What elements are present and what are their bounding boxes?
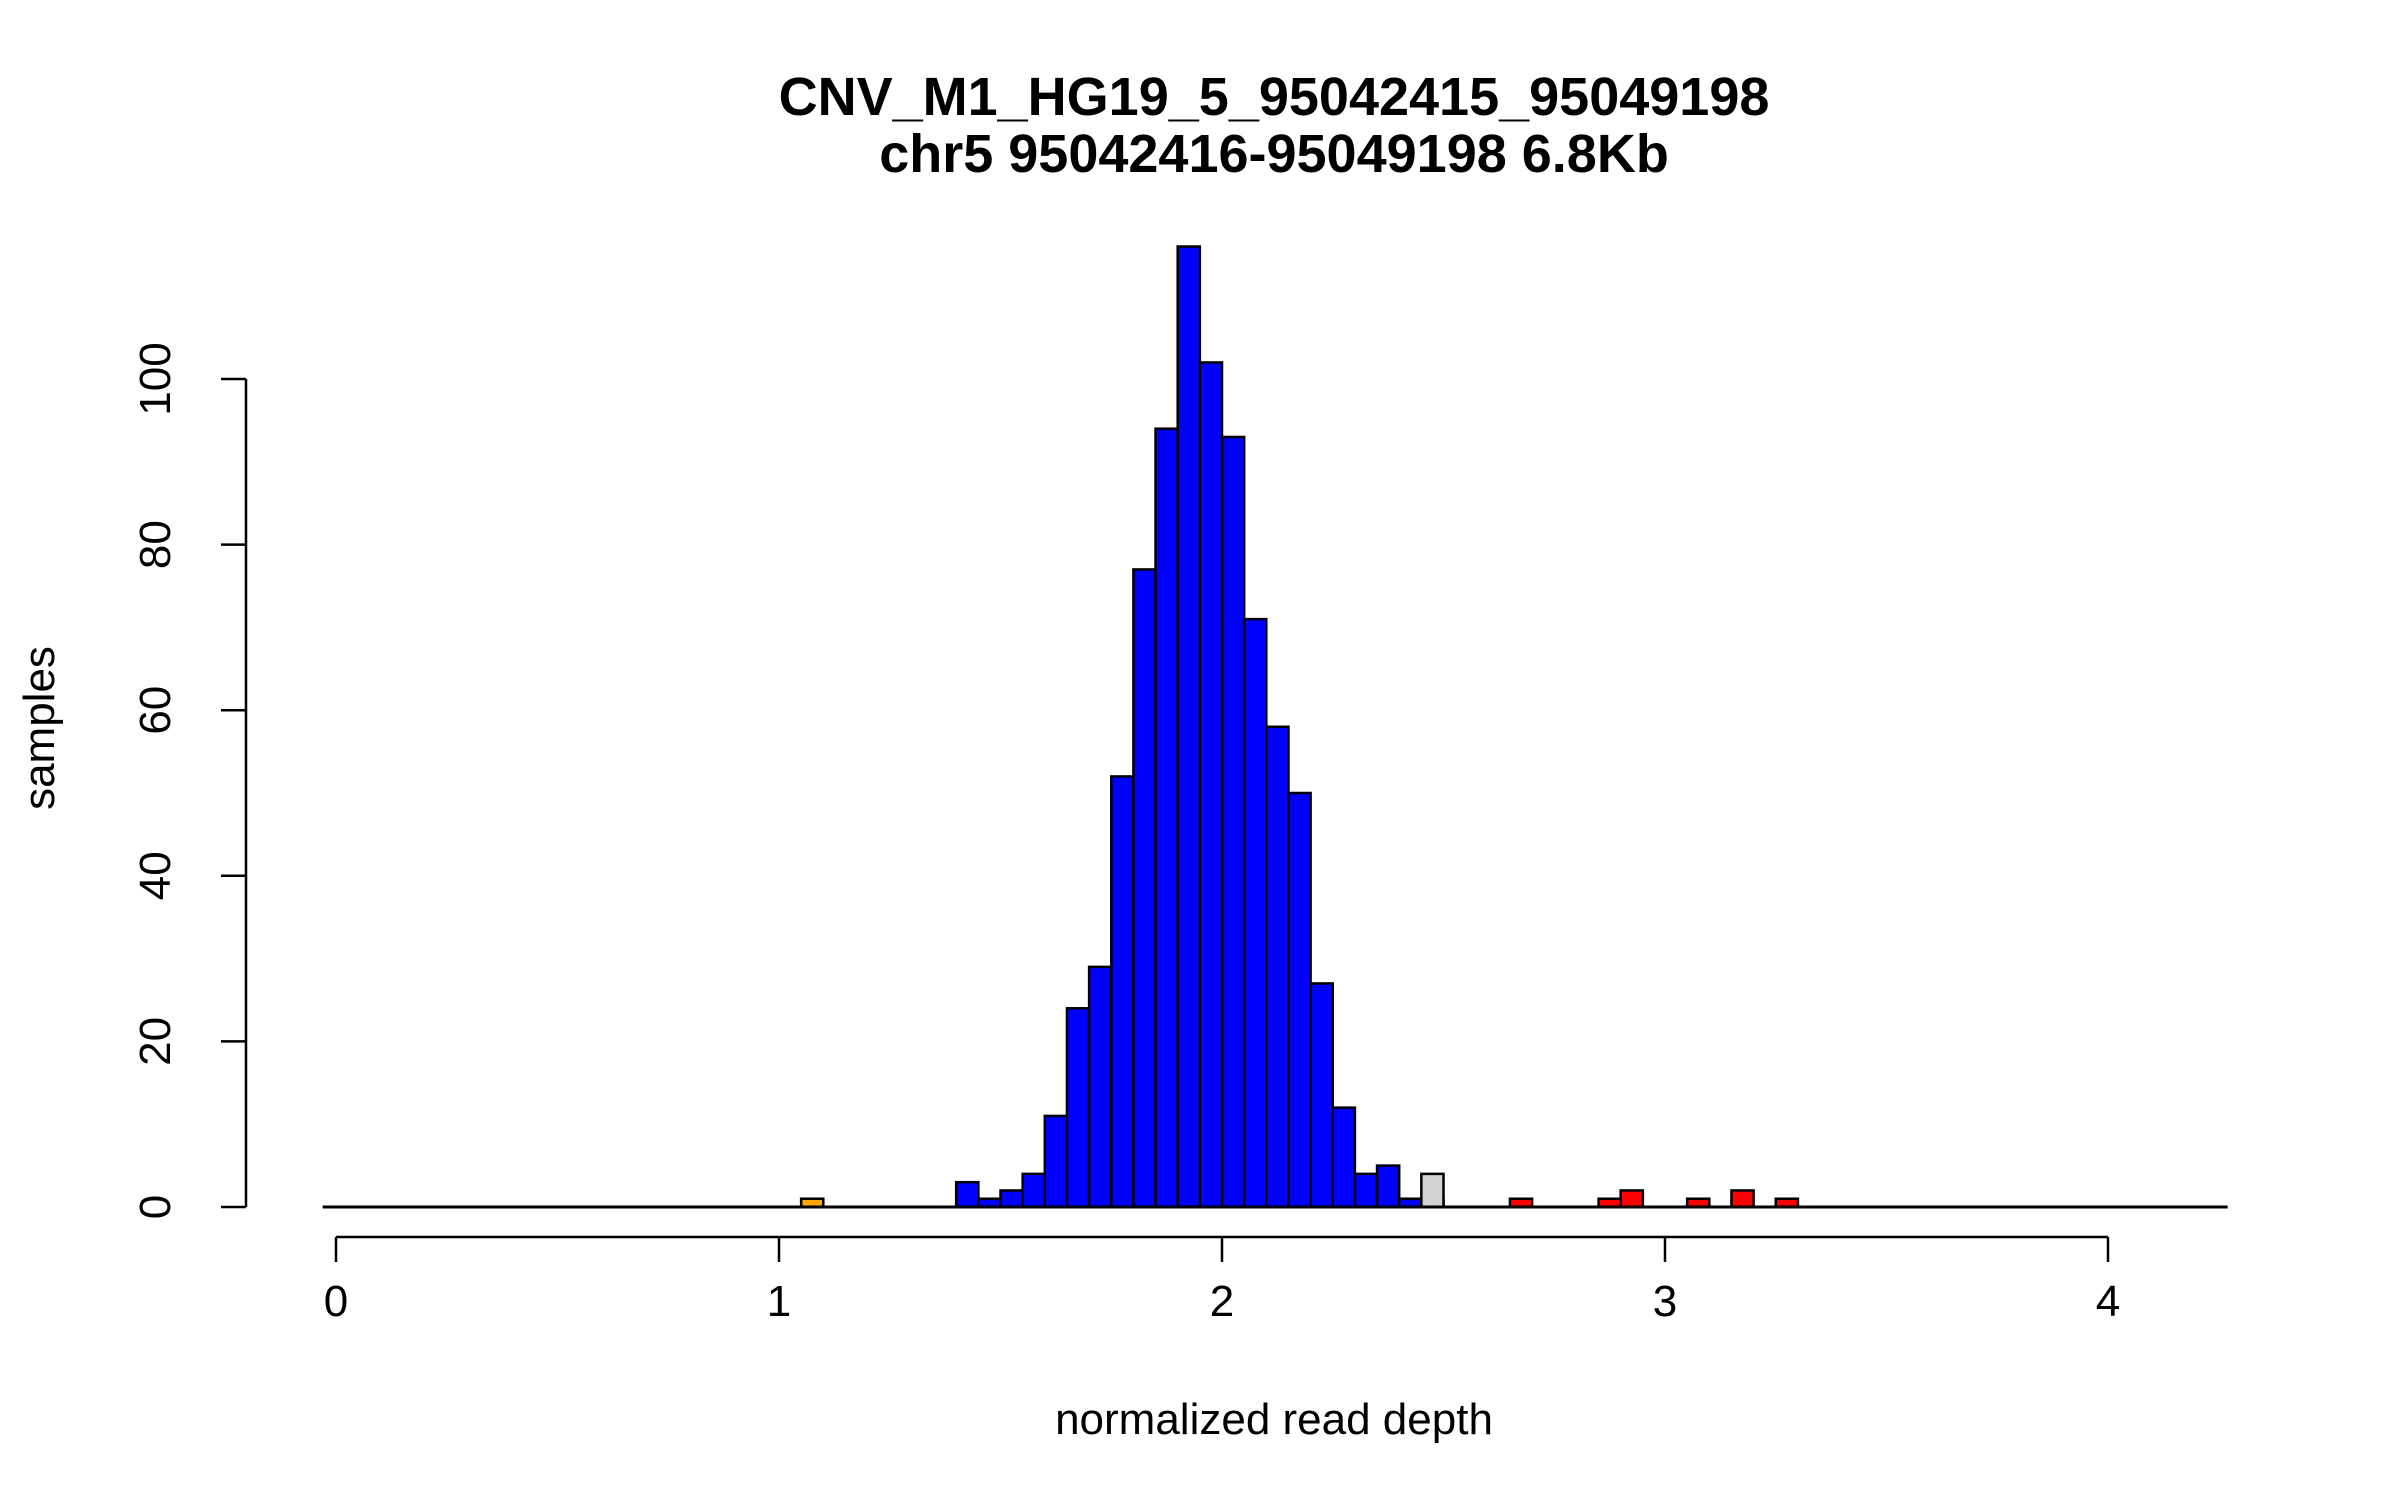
histogram-bar <box>1309 982 1334 1209</box>
y-axis: 0 20 40 60 80 100 <box>131 342 248 1219</box>
histogram-bar <box>1242 617 1268 1209</box>
y-tick-label: 20 <box>131 1017 180 1066</box>
histogram-bar <box>1065 1007 1091 1209</box>
histogram-bar <box>1021 1172 1047 1209</box>
histogram-bar <box>999 1189 1024 1209</box>
x-axis: 0 1 2 3 4 <box>324 1235 2120 1326</box>
y-tick-label: 40 <box>131 851 180 900</box>
chart-title: CNV_M1_HG19_5_95042415_95049198 <box>779 67 1770 127</box>
histogram-bar <box>1420 1172 1445 1209</box>
histogram-bar <box>1730 1189 1755 1209</box>
x-tick-label: 2 <box>1210 1277 1234 1326</box>
histogram-bar <box>1176 245 1202 1209</box>
histogram-bar <box>1132 568 1157 1209</box>
histogram-bar <box>1198 361 1224 1209</box>
histogram-bar <box>1375 1164 1401 1209</box>
histogram-bar <box>954 1180 980 1209</box>
histogram-bar <box>1154 427 1179 1209</box>
histogram-bar <box>1110 775 1135 1209</box>
histogram-bar <box>1353 1172 1379 1209</box>
y-tick-label: 100 <box>131 342 180 415</box>
x-tick-label: 4 <box>2096 1277 2120 1326</box>
x-axis-label: normalized read depth <box>1055 1395 1493 1444</box>
y-axis-label: samples <box>15 646 64 810</box>
x-tick-label: 3 <box>1653 1277 1677 1326</box>
y-tick-label: 60 <box>131 686 180 735</box>
histogram-bar <box>1043 1114 1069 1209</box>
histogram-bars <box>799 245 1800 1209</box>
histogram-bar <box>1619 1189 1645 1209</box>
y-tick-label: 80 <box>131 520 180 569</box>
histogram-bar <box>1087 965 1113 1209</box>
histogram-bar <box>1287 791 1312 1209</box>
histogram-bar <box>1265 725 1290 1209</box>
histogram-bar <box>1220 435 1246 1209</box>
chart-subtitle: chr5 95042416-95049198 6.8Kb <box>879 124 1669 184</box>
x-tick-label: 1 <box>767 1277 791 1326</box>
y-tick-label: 0 <box>131 1195 180 1219</box>
x-tick-label: 0 <box>324 1277 348 1326</box>
histogram-bar <box>1331 1106 1357 1209</box>
